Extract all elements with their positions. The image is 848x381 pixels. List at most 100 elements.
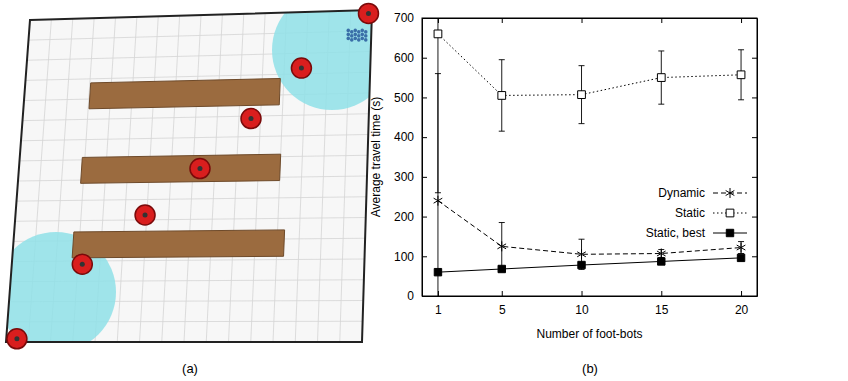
tick bbox=[752, 137, 757, 138]
error-bar-segment bbox=[658, 50, 664, 51]
error-bar-segment bbox=[499, 222, 505, 223]
marker-dot bbox=[364, 38, 368, 42]
tick-mark bbox=[502, 18, 503, 23]
error-bar-segment bbox=[658, 104, 664, 105]
point bbox=[578, 91, 586, 99]
marker-dot bbox=[360, 37, 364, 41]
robot-top bbox=[143, 212, 148, 217]
tick-mark bbox=[502, 291, 503, 296]
tick-mark bbox=[752, 177, 757, 178]
legend-label: Static, best bbox=[646, 226, 706, 240]
robot bbox=[72, 254, 92, 274]
tick-label: 200 bbox=[394, 210, 414, 224]
error-bar-segment bbox=[437, 18, 438, 193]
marker-dot bbox=[364, 34, 368, 38]
marker-dot bbox=[357, 38, 361, 42]
tick-label: 500 bbox=[394, 91, 414, 105]
tick: 1 bbox=[435, 291, 442, 317]
figure: (a)151015200100200300400500600700Number … bbox=[0, 0, 848, 381]
tick-mark bbox=[752, 137, 757, 138]
marker-dot bbox=[357, 30, 361, 34]
error-bar-segment bbox=[738, 49, 744, 50]
tick-mark bbox=[661, 291, 662, 296]
marker-dot bbox=[357, 34, 361, 38]
tick bbox=[502, 18, 503, 23]
marker-dot bbox=[353, 37, 357, 41]
series bbox=[434, 254, 745, 276]
point bbox=[737, 71, 745, 79]
marker-dot bbox=[360, 33, 364, 37]
grid-line bbox=[23, 114, 369, 121]
tick-mark bbox=[422, 137, 427, 138]
grid-line bbox=[21, 135, 368, 141]
tick: 20 bbox=[735, 291, 749, 317]
point bbox=[658, 258, 665, 265]
point bbox=[434, 196, 443, 206]
obstacle bbox=[72, 230, 284, 258]
tick-label: 10 bbox=[575, 303, 589, 317]
series bbox=[434, 74, 746, 296]
tick-label: 1 bbox=[435, 303, 442, 317]
marker-dot bbox=[346, 37, 350, 41]
tick bbox=[752, 58, 757, 59]
legend-item: Static bbox=[675, 206, 747, 220]
robot bbox=[7, 329, 27, 349]
point bbox=[577, 249, 586, 259]
point bbox=[498, 265, 505, 272]
legend-item: Dynamic bbox=[658, 186, 747, 200]
tick: 15 bbox=[655, 291, 669, 317]
robot-top bbox=[248, 116, 253, 121]
marker-dot bbox=[350, 34, 354, 38]
legend-symbol bbox=[726, 188, 735, 198]
error-bar-segment bbox=[435, 192, 441, 193]
legend-label: Static bbox=[675, 206, 705, 220]
robot bbox=[291, 58, 311, 78]
tick-mark bbox=[582, 18, 583, 23]
series-line bbox=[438, 258, 741, 272]
marker-dot bbox=[353, 33, 357, 37]
tick bbox=[752, 217, 757, 218]
grid-line bbox=[15, 218, 366, 222]
marker-dot bbox=[346, 29, 350, 33]
tick-mark bbox=[752, 58, 757, 59]
panel-label: (b) bbox=[582, 361, 598, 376]
tick-label: 100 bbox=[394, 250, 414, 264]
tick-label: 300 bbox=[394, 170, 414, 184]
robot-top bbox=[366, 11, 371, 16]
tick-mark bbox=[741, 18, 742, 23]
tick-mark bbox=[741, 291, 742, 296]
grid-line bbox=[17, 197, 367, 201]
series bbox=[434, 18, 745, 193]
marker-dot bbox=[353, 29, 357, 33]
series-line bbox=[438, 201, 741, 255]
point bbox=[657, 249, 666, 259]
tick-label: 700 bbox=[394, 11, 414, 25]
error-bar bbox=[658, 51, 664, 104]
tick-mark bbox=[422, 217, 427, 218]
tick-label: 15 bbox=[655, 303, 669, 317]
marker-dot bbox=[350, 38, 354, 42]
point bbox=[498, 92, 506, 100]
error-bar-segment bbox=[579, 123, 585, 124]
legend: Dynamic Static Static, best bbox=[646, 186, 747, 240]
marker-dot bbox=[346, 33, 350, 37]
arena-border bbox=[6, 10, 372, 342]
axis bbox=[423, 18, 758, 23]
series-line bbox=[438, 34, 741, 96]
point bbox=[737, 243, 746, 253]
error-bar-segment bbox=[499, 131, 505, 132]
tick-mark bbox=[582, 291, 583, 296]
robot-top bbox=[14, 336, 19, 341]
point bbox=[434, 30, 442, 38]
axis-title: Average travel time (s) bbox=[369, 97, 383, 218]
tick-label: 400 bbox=[394, 130, 414, 144]
tick-mark bbox=[752, 97, 757, 98]
axis-title: Number of foot-bots bbox=[536, 327, 642, 341]
error-bar-segment bbox=[738, 99, 744, 100]
tick-label: 20 bbox=[735, 303, 749, 317]
tick-mark bbox=[422, 97, 427, 98]
legend-symbol bbox=[726, 229, 733, 236]
tick-label: 600 bbox=[394, 51, 414, 65]
robot-top bbox=[80, 262, 85, 267]
point bbox=[497, 241, 506, 251]
